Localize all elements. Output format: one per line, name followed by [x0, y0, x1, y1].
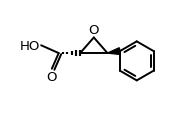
Polygon shape	[107, 48, 120, 55]
Text: HO: HO	[20, 39, 40, 52]
Text: O: O	[47, 70, 57, 83]
Text: O: O	[89, 23, 99, 36]
